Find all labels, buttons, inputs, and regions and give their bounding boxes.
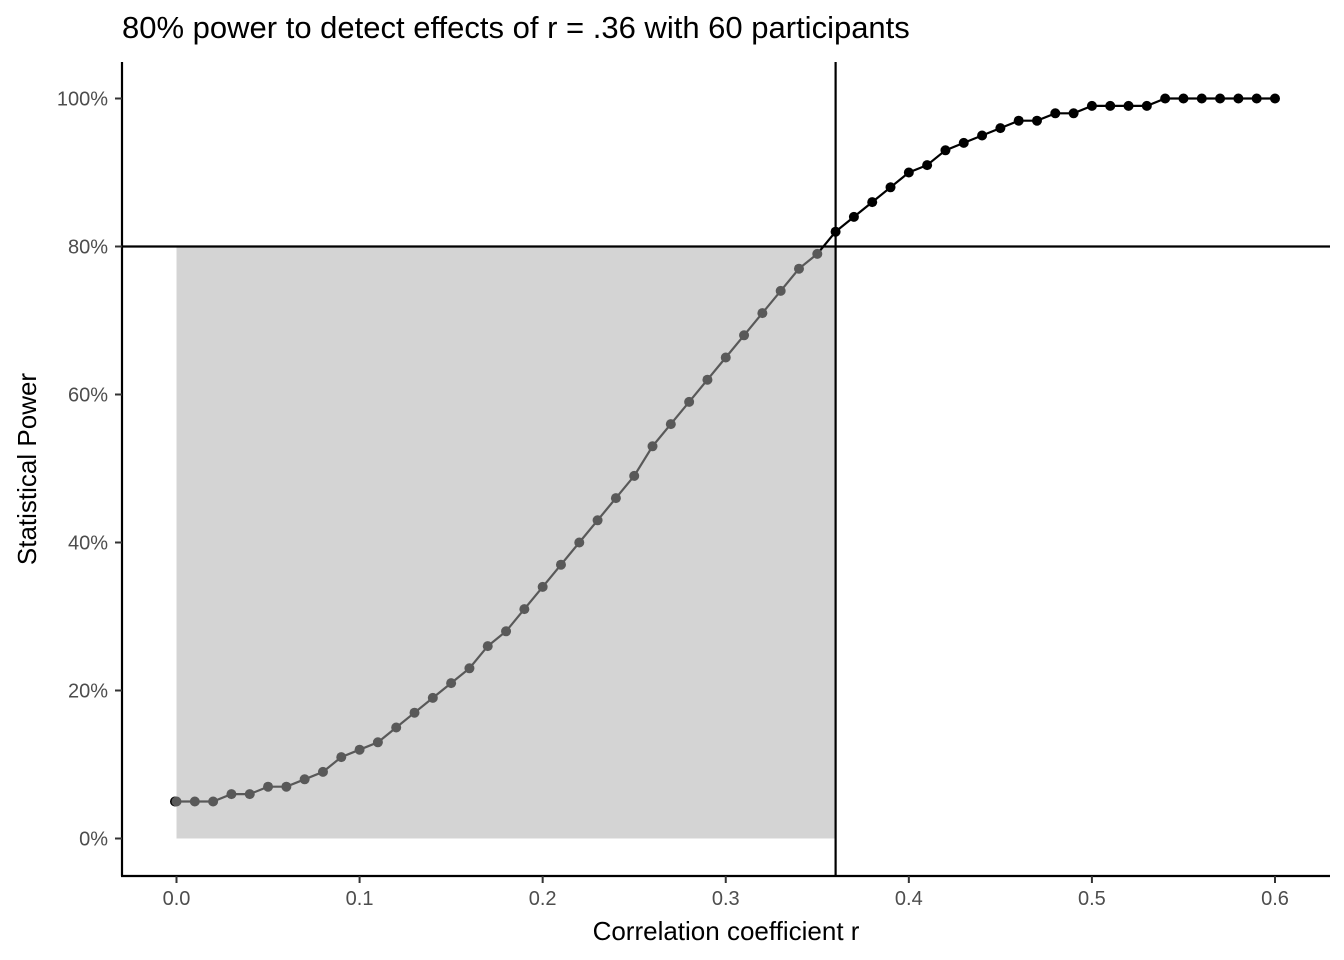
- data-point: [244, 789, 255, 800]
- y-tick-label: 60%: [68, 385, 108, 407]
- y-tick-label: 0%: [79, 829, 108, 851]
- data-point: [793, 263, 804, 274]
- data-point: [555, 559, 566, 570]
- data-point: [464, 663, 475, 674]
- data-point: [336, 752, 347, 763]
- x-tick-label: 0.5: [1078, 888, 1106, 910]
- data-point: [922, 160, 933, 171]
- data-point: [537, 581, 548, 592]
- data-point: [317, 766, 328, 777]
- data-point: [977, 130, 988, 141]
- data-point: [1233, 93, 1244, 104]
- x-tick-label: 0.3: [712, 888, 740, 910]
- data-point: [1141, 100, 1152, 111]
- data-point: [775, 285, 786, 296]
- data-point: [1013, 115, 1024, 126]
- data-point: [299, 774, 310, 785]
- y-axis-title: Statistical Power: [12, 373, 42, 566]
- y-tick-label: 100%: [57, 89, 108, 111]
- data-point: [1160, 93, 1171, 104]
- data-point: [830, 226, 841, 237]
- data-point: [702, 374, 713, 385]
- data-point: [226, 789, 237, 800]
- data-point: [940, 145, 951, 156]
- data-point: [1031, 115, 1042, 126]
- data-point: [1086, 100, 1097, 111]
- data-point: [208, 796, 219, 807]
- y-tick-label: 40%: [68, 533, 108, 555]
- x-tick-label: 0.4: [895, 888, 923, 910]
- data-point: [647, 441, 658, 452]
- data-point: [1215, 93, 1226, 104]
- x-axis-ticks: 0.0 0.1 0.2 0.3 0.4 0.5 0.6: [163, 876, 1289, 910]
- data-point: [482, 641, 493, 652]
- x-tick-label: 0.0: [163, 888, 191, 910]
- data-point: [519, 604, 530, 615]
- y-tick-label: 80%: [68, 237, 108, 259]
- data-point: [446, 678, 457, 689]
- data-point: [812, 248, 823, 259]
- data-point: [189, 796, 200, 807]
- data-point: [848, 211, 859, 222]
- x-tick-label: 0.6: [1261, 888, 1289, 910]
- data-point: [427, 692, 438, 703]
- data-point: [1251, 93, 1262, 104]
- chart-title: 80% power to detect effects of r = .36 w…: [122, 10, 910, 45]
- data-point: [995, 123, 1006, 134]
- power-curve-above-threshold: [816, 97, 1275, 255]
- data-point: [1178, 93, 1189, 104]
- data-point: [1105, 100, 1116, 111]
- data-point: [1068, 108, 1079, 119]
- data-point: [1123, 100, 1134, 111]
- data-point: [867, 197, 878, 208]
- data-point: [263, 781, 274, 792]
- data-point: [501, 626, 512, 637]
- data-point: [720, 352, 731, 363]
- data-point: [281, 781, 292, 792]
- data-point: [372, 737, 383, 748]
- x-tick-label: 0.2: [529, 888, 557, 910]
- data-point: [1270, 93, 1280, 104]
- x-tick-label: 0.1: [346, 888, 374, 910]
- data-point: [958, 137, 969, 148]
- data-point: [610, 493, 621, 504]
- data-point: [592, 515, 603, 526]
- data-point: [885, 182, 896, 193]
- data-point: [903, 167, 914, 178]
- data-point: [757, 308, 768, 319]
- data-point: [684, 396, 695, 407]
- shaded-region: [176, 246, 836, 839]
- data-point: [629, 470, 640, 481]
- data-point: [1050, 108, 1061, 119]
- data-point: [574, 537, 585, 548]
- data-point: [665, 419, 676, 430]
- data-point: [739, 330, 750, 341]
- plot-area: [122, 62, 1330, 876]
- data-point: [1196, 93, 1207, 104]
- y-axis-ticks: 0% 20% 40% 60% 80% 100%: [57, 89, 122, 851]
- x-axis-title: Correlation coefficient r: [593, 916, 860, 946]
- y-tick-label: 20%: [68, 681, 108, 703]
- data-point: [391, 722, 402, 733]
- data-point: [171, 796, 182, 807]
- data-point: [409, 707, 420, 718]
- data-point: [354, 744, 365, 755]
